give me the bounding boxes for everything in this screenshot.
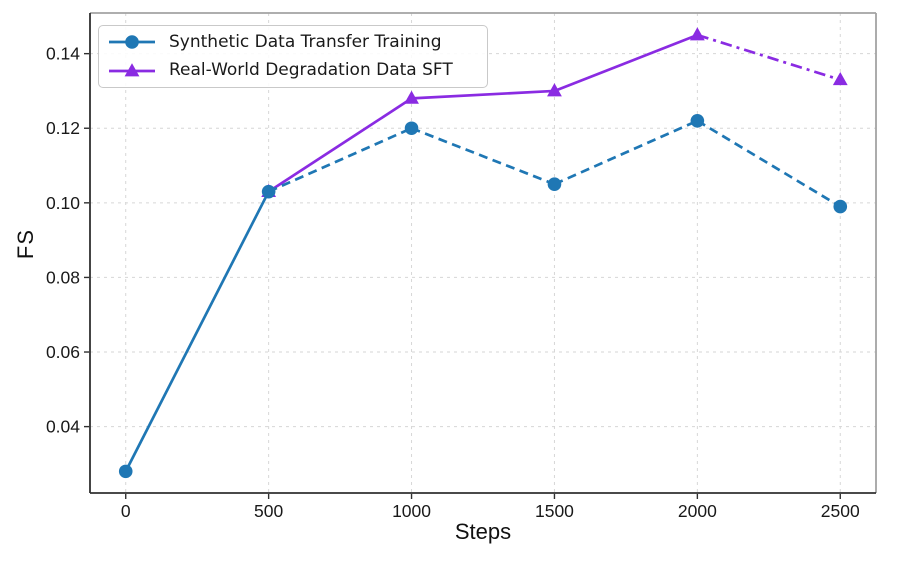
series-line-segment xyxy=(411,126,555,186)
data-point-marker xyxy=(404,121,419,136)
series-line-segment xyxy=(553,33,698,93)
legend-entry-realworld: Real-World Degradation Data SFT xyxy=(107,59,479,84)
data-point-marker xyxy=(261,184,276,199)
legend: Synthetic Data Transfer Training Real-Wo… xyxy=(98,25,488,88)
y-tick-label: 0.14 xyxy=(46,44,80,64)
data-point-marker xyxy=(404,90,419,104)
y-tick-label: 0.10 xyxy=(46,193,80,213)
y-tick-label: 0.08 xyxy=(46,267,80,287)
data-point-marker xyxy=(118,464,133,479)
series-line-segment xyxy=(411,89,555,100)
x-tick-label: 1000 xyxy=(392,501,431,521)
series-line-segment xyxy=(696,119,841,208)
series-line-segment xyxy=(553,119,698,186)
x-tick-label: 2500 xyxy=(821,501,860,521)
legend-entry-synthetic: Synthetic Data Transfer Training xyxy=(107,30,479,55)
x-tick-label: 1500 xyxy=(535,501,574,521)
y-tick-label: 0.04 xyxy=(46,417,80,437)
legend-label-synthetic: Synthetic Data Transfer Training xyxy=(169,31,442,52)
x-axis-title: Steps xyxy=(454,519,512,544)
x-tick-label: 500 xyxy=(254,501,283,521)
x-tick-label: 0 xyxy=(121,501,131,521)
y-axis-title: FS xyxy=(13,228,38,260)
data-point-marker xyxy=(832,71,848,86)
series-line-segment xyxy=(267,97,413,193)
y-tick-label: 0.12 xyxy=(46,118,80,138)
series-line-segment xyxy=(124,191,270,472)
legend-label-realworld: Real-World Degradation Data SFT xyxy=(169,60,453,81)
data-point-marker xyxy=(125,35,139,50)
data-point-marker xyxy=(547,177,562,191)
data-point-marker xyxy=(690,113,705,128)
series-line-segment xyxy=(268,127,413,193)
series-line-segment xyxy=(696,33,841,82)
data-point-marker xyxy=(689,27,705,41)
data-point-marker xyxy=(547,83,562,97)
legend-line-circle-sample-icon xyxy=(109,35,155,50)
data-point-marker xyxy=(833,199,848,214)
x-tick-label: 2000 xyxy=(678,501,717,521)
legend-line-triangle-sample-icon xyxy=(109,62,155,77)
y-tick-label: 0.06 xyxy=(46,342,80,362)
data-point-marker xyxy=(124,62,140,77)
